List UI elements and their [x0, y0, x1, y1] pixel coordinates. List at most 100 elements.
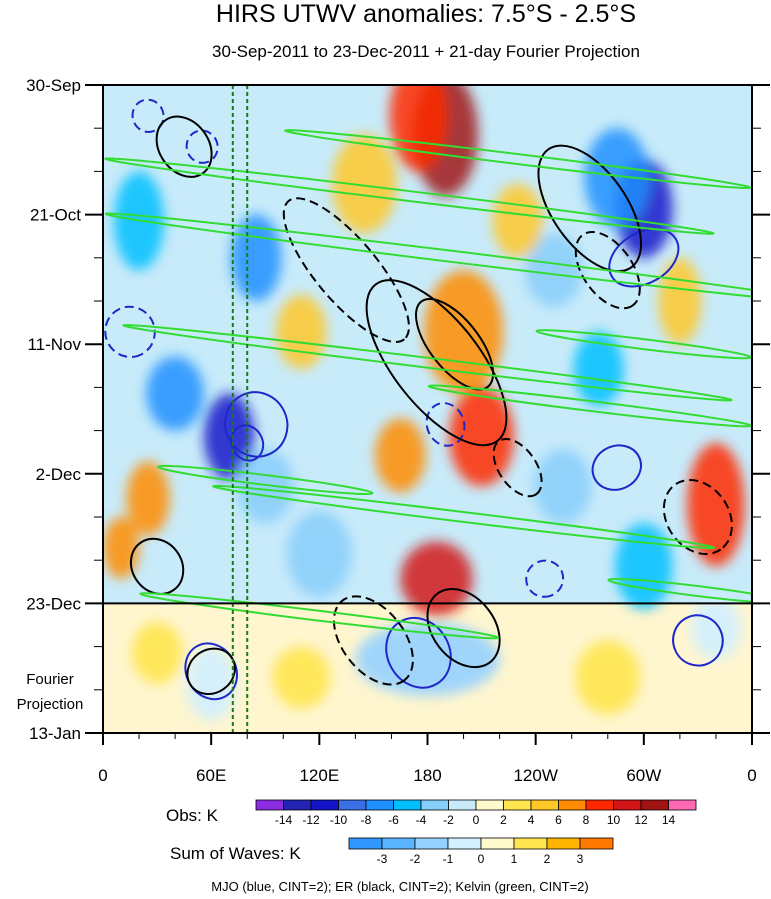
colorbar-swatch — [513, 837, 548, 850]
colorbar-tick-label: 0 — [478, 852, 485, 866]
colorbar-tick-label: 10 — [607, 813, 621, 827]
colorbar-tick-label: 4 — [528, 813, 535, 827]
anomaly-blob — [533, 449, 592, 524]
x-tick-label: 0 — [98, 766, 107, 785]
mjo-contour — [104, 305, 156, 358]
colorbar-swatch — [475, 799, 504, 811]
y-tick-label: 21-Oct — [30, 206, 81, 225]
colorbar-swatch — [546, 837, 581, 850]
mjo-contour — [131, 98, 165, 133]
kelvin-contour — [139, 592, 500, 640]
colorbar-tick-label: -2 — [443, 813, 454, 827]
chart-title: HIRS UTWV anomalies: 7.5°S - 2.5°S — [216, 0, 636, 28]
anomaly-blob — [103, 517, 140, 579]
mjo-contour — [224, 391, 289, 458]
plot-area — [103, 85, 752, 733]
colorbar-tick-label: -4 — [416, 813, 427, 827]
reference-lines — [231, 85, 249, 733]
mjo-contour — [608, 228, 680, 288]
colorbar-swatch — [530, 799, 559, 811]
colorbar-swatch — [613, 799, 642, 811]
y-tick-label: 11-Nov — [27, 335, 81, 354]
mjo-contour — [425, 402, 466, 447]
colorbar-swatch — [348, 837, 383, 850]
mjo-contour — [591, 444, 642, 491]
mjo-contour — [672, 614, 724, 667]
y-tick-label: 2-Dec — [36, 465, 82, 484]
projection-field — [131, 597, 742, 721]
er-contour — [186, 647, 236, 695]
axes: 30-Sep 21-Oct 11-Nov 2-Dec 23-Dec 13-Jan 0 60E 1… — [26, 76, 770, 785]
colorbar-tick-label: -6 — [388, 813, 399, 827]
kelvin-contour — [284, 129, 752, 190]
colorbar-tick-label: -8 — [361, 813, 372, 827]
mjo-contour — [525, 559, 565, 598]
kelvin-contour — [607, 578, 752, 605]
colorbar-tick-label: 14 — [662, 813, 676, 827]
colorbar-tick-label: 8 — [583, 813, 590, 827]
colorbar-swatch — [338, 799, 367, 811]
x-tick-label: 60W — [626, 766, 661, 785]
kelvin-contour — [212, 484, 716, 550]
anomaly-blob — [423, 270, 504, 394]
x-tick-label: 60E — [196, 766, 226, 785]
colorbar-tick-label: 12 — [634, 813, 648, 827]
projection-blob — [185, 646, 237, 721]
obs-colorbar: -14 -12 -10 -8 -6 -4 -2 0 2 4 6 8 10 12 14 — [255, 799, 697, 827]
anomaly-blob — [331, 134, 397, 234]
anomaly-blob — [584, 128, 650, 227]
x-tick-label: 120E — [299, 766, 339, 785]
colorbar-swatch — [668, 799, 697, 811]
projection-blob — [355, 621, 500, 696]
x-tick-label: 120W — [513, 766, 557, 785]
colorbar-swatch — [558, 799, 587, 811]
kelvin-contour — [104, 212, 752, 304]
colorbar-tick-label: 2 — [544, 852, 551, 866]
colorbar-tick-label: 6 — [555, 813, 562, 827]
anomaly-blob — [658, 257, 702, 345]
anomaly-blob — [492, 183, 543, 258]
er-contour — [155, 115, 213, 178]
colorbar-swatch — [448, 799, 477, 811]
kelvin-contour — [427, 384, 752, 428]
er-contour — [129, 537, 185, 595]
y-tick-label: 13-Jan — [29, 724, 81, 743]
colorbar-tick-label: -14 — [275, 813, 293, 827]
projection-label-line2: Projection — [17, 696, 84, 713]
colorbar-swatch — [310, 799, 339, 811]
y-tick-label: 30-Sep — [26, 76, 81, 95]
colorbar-swatch — [414, 837, 449, 850]
er-contour — [537, 144, 643, 273]
anomaly-blob — [524, 233, 583, 308]
er-contour — [574, 230, 641, 310]
colorbar-swatch — [640, 799, 669, 811]
colorbar-tick-label: 3 — [577, 852, 584, 866]
colorbar-tick-label: 2 — [500, 813, 507, 827]
anomaly-blob — [236, 449, 295, 524]
projection-blob — [131, 621, 183, 684]
projection-blob — [690, 597, 742, 659]
obs-colorbar-label: Obs: K — [166, 806, 219, 825]
er-contour — [426, 588, 501, 669]
anomaly-blob — [126, 461, 170, 536]
colorbar-tick-label: -1 — [443, 852, 454, 866]
colorbar-swatch — [420, 799, 449, 811]
y-tick-label: 23-Dec — [26, 594, 81, 613]
mjo-contour — [185, 129, 219, 164]
colorbar-swatch — [381, 837, 416, 850]
er-contour — [662, 479, 733, 555]
projection-blob — [575, 640, 641, 715]
chart-subtitle: 30-Sep-2011 to 23-Dec-2011 + 21-day Four… — [212, 42, 640, 61]
er-contour — [332, 595, 414, 686]
er-contour — [365, 279, 508, 447]
anomaly-blob — [276, 294, 327, 369]
colorbar-swatch — [283, 799, 312, 811]
waves-colorbar: -3 -2 -1 0 1 2 3 — [348, 837, 614, 866]
projection-blob — [272, 646, 331, 709]
kelvin-contour — [122, 324, 733, 402]
colorbar-tick-label: 1 — [511, 852, 518, 866]
colorbar-tick-label: -10 — [330, 813, 348, 827]
kelvin-contour — [156, 464, 374, 496]
colorbar-tick-label: -3 — [377, 852, 388, 866]
colorbar-swatch — [365, 799, 394, 811]
